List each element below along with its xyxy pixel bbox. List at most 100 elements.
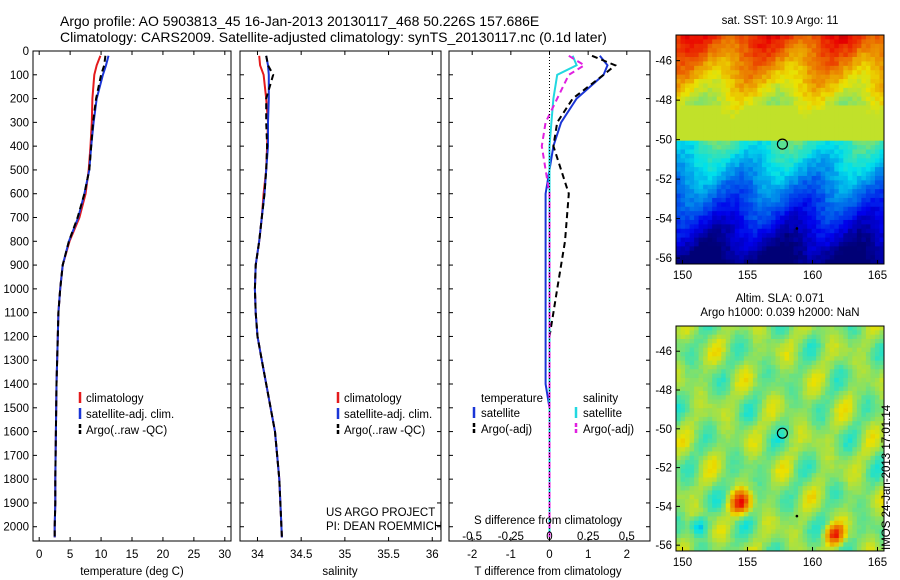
map-grid [676,326,885,552]
x-tick-label: 150 [673,270,692,282]
y-tick-label: 900 [10,260,29,272]
sst-map-title: sat. SST: 10.9 Argo: 11 [722,15,839,27]
legend-title: salinity [583,393,618,405]
sla-map-title: Altim. SLA: 0.071 [736,293,825,305]
y-tick-label: 1700 [3,450,29,462]
series-line-3 [540,54,587,538]
x-tick-label: 15 [126,549,139,561]
sla-map-subtitle: Argo h1000: 0.039 h2000: NaN [700,307,859,319]
y-tick-label: 1200 [3,331,29,343]
map-frame [675,34,885,265]
project-annotation: US ARGO PROJECT [326,507,435,519]
legend-entry: Argo(..raw -QC) [344,425,425,437]
salinity-panel: 34 34.5 35 35.5 36 salinity climatology satelli… [239,50,442,578]
y-tick-label: 0 [23,46,29,58]
x-tick-label: 0 [36,549,42,561]
x-tick-label: 25 [187,549,200,561]
y-tick-label: -54 [655,501,672,513]
y-tick-label: 1100 [4,308,29,320]
sla-map-panel: 150 155 160 165 -46 -48 -50 -52 -54 -56 Altim. SLA… [655,293,887,569]
y-tick-label: -54 [655,214,672,226]
y-tick-label: -46 [655,56,672,68]
s-tick-label: -0.25 [498,531,524,543]
island-dot [795,227,799,230]
x-tick-label: 165 [868,557,887,569]
x-tick-label: -2 [467,549,477,561]
legend-entry: satellite-adj. clim. [86,409,174,421]
pi-annotation: PI: DEAN ROEMMICH [326,521,442,533]
y-tick-label: -46 [655,346,672,358]
x-axis-label: T difference from climatology [474,566,621,578]
sst-map-panel: 150 155 160 165 -46 -48 -50 -52 -54 -56 sat. SST: … [655,15,887,282]
series-group [253,55,283,538]
difference-panel: -2 -1 0 1 2 -0.5 -0.25 0 0.25 0.5 S difference fro… [448,50,651,578]
y-tick-label: -52 [655,463,672,475]
y-tick-label: 2000 [3,522,29,534]
y-tick-label: -52 [655,174,672,186]
x-tick-label: 160 [803,557,822,569]
figure-title-line2: Climatology: CARS2009. Satellite-adjuste… [60,29,607,45]
x-tick-label: 20 [157,549,170,561]
y-tick-label: -50 [655,135,672,147]
s-tick-label: -0.5 [462,531,482,543]
y-tick-label: 1500 [3,403,29,415]
x-axis-label: temperature (deg C) [80,566,184,578]
legend-entry: Argo(..raw -QC) [86,425,167,437]
x-axis-label: salinity [322,566,357,578]
legend-entry: satellite [583,408,622,420]
y-tick-label: 500 [10,165,29,177]
map-frame [675,325,885,552]
y-tick-label: 1900 [3,498,29,510]
y-tick-label: 1800 [3,474,29,486]
legend-entry: Argo(-adj) [583,424,634,436]
temperature-panel: 0100200300400500600700800900100011001200… [3,46,232,578]
island-dot [795,514,799,518]
plot-frame [239,50,442,542]
legend-entry: satellite-adj. clim. [344,409,432,421]
s-tick-label: 0.25 [577,531,599,543]
x-tick-label: 155 [738,270,757,282]
imos-stamp: IMOS 24-Jan-2013 17:01:14 [881,404,893,550]
x-tick-label: 2 [624,549,630,561]
x-tick-label: 5 [67,549,73,561]
float-position-marker [776,427,789,439]
y-tick-label: -48 [655,385,672,397]
y-tick-label: 100 [10,70,29,82]
y-tick-label: 1600 [3,427,29,439]
x-tick-label: 160 [803,270,822,282]
series-line-2 [53,55,107,538]
y-tick-label: 600 [10,189,29,201]
y-tick-label: -48 [655,95,672,107]
x-tick-label: 155 [738,557,757,569]
x-tick-label: 30 [218,549,231,561]
x-tick-label: 165 [868,270,887,282]
x-tick-label: 36 [426,549,439,561]
x-tick-label: -1 [506,549,516,561]
x-tick-label: 34.5 [290,549,312,561]
y-tick-label: -56 [655,253,672,265]
y-tick-label: 200 [10,94,29,106]
s-tick-label: 0 [546,531,552,543]
x-tick-label: 34 [251,549,264,561]
y-tick-label: 800 [10,236,29,248]
s-axis-label: S difference from climatology [474,515,622,527]
y-tick-label: 300 [10,117,29,129]
x-tick-label: 35.5 [377,549,399,561]
map-grid [676,35,885,265]
legend-entry: Argo(-adj) [481,424,532,436]
float-position-marker [776,138,789,150]
series-group [53,55,110,538]
y-tick-label: -50 [655,424,672,436]
x-tick-label: 10 [95,549,108,561]
s-tick-label: 0.5 [619,531,635,543]
x-tick-label: 150 [673,557,692,569]
plot-frame [32,50,232,542]
x-tick-label: 35 [338,549,351,561]
legend-entry: climatology [86,393,144,405]
legend-entry: climatology [344,393,402,405]
x-tick-label: 0 [546,549,552,561]
legend-entry: satellite [481,408,520,420]
figure-title-line1: Argo profile: AO 5903813_45 16-Jan-2013 … [60,13,539,29]
y-tick-label: 1400 [3,379,29,391]
